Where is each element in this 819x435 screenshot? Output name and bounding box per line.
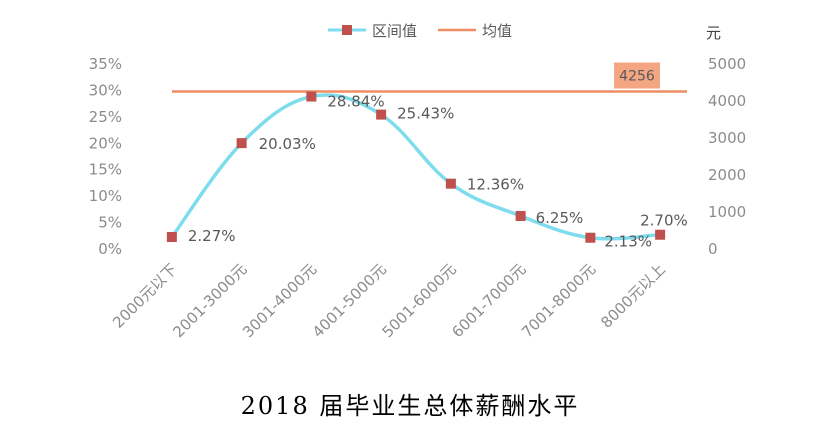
right-axis-ticks: 0 1000 2000 3000 4000 5000 [708, 55, 746, 258]
data-point-marker [236, 138, 247, 149]
legend-label-average: 均值 [482, 22, 512, 40]
data-label: 2.70% [640, 212, 688, 230]
average-layer: 4256 [172, 62, 687, 93]
data-point-marker [166, 232, 177, 243]
data-point-marker [655, 229, 666, 240]
left-axis-ticks: 0% 5% 10% 15% 20% 25% 30% 35% [89, 55, 122, 258]
left-axis-tick-label: 30% [89, 81, 122, 99]
average-label-box [614, 62, 660, 89]
right-axis-tick-label: 4000 [708, 92, 746, 110]
x-axis-tick-label: 7001-8000元 [518, 260, 599, 341]
data-point-marker [515, 210, 526, 221]
right-axis-tick-label: 1000 [708, 203, 746, 221]
data-point-marker [376, 109, 387, 120]
data-label: 28.84% [327, 93, 384, 111]
x-axis-ticks: 2000元以下2001-3000元3001-4000元4001-5000元500… [109, 260, 669, 341]
left-axis-tick-label: 25% [89, 108, 122, 126]
data-point-marker [306, 91, 317, 102]
legend-marker-swatch [342, 25, 352, 35]
left-axis-tick-label: 15% [89, 161, 122, 179]
data-label: 6.25% [536, 209, 584, 227]
data-label: 2.13% [604, 233, 652, 251]
left-axis-tick-label: 0% [98, 240, 122, 258]
right-axis-tick-label: 3000 [708, 129, 746, 147]
average-label: 4256 [619, 69, 655, 85]
left-axis-tick-label: 5% [98, 214, 122, 232]
data-label: 25.43% [397, 105, 454, 123]
chart-title: 2018 届毕业生总体薪酬水平 [241, 392, 580, 420]
left-axis-tick-label: 35% [89, 55, 122, 73]
right-axis-tick-label: 5000 [708, 55, 746, 73]
right-axis-tick-label: 2000 [708, 166, 746, 184]
x-axis-tick-label: 8000元以上 [597, 260, 669, 332]
left-axis-tick-label: 10% [89, 187, 122, 205]
legend-label-series: 区间值 [372, 22, 417, 40]
data-point-marker [585, 232, 596, 243]
right-axis-unit: 元 [706, 24, 721, 42]
x-axis-tick-label: 2000元以下 [109, 260, 181, 332]
data-label: 2.27% [188, 227, 236, 245]
series-layer: 2.27% 20.03% 28.84% 25.43% 12.36% 6.25% 2.13% 2… [166, 91, 688, 251]
data-label: 12.36% [467, 176, 524, 194]
left-axis-tick-label: 20% [89, 134, 122, 152]
legend: 区间值 均值 [328, 22, 512, 40]
data-label: 20.03% [259, 135, 316, 153]
data-point-marker [445, 178, 456, 189]
right-axis-tick-label: 0 [708, 240, 718, 258]
